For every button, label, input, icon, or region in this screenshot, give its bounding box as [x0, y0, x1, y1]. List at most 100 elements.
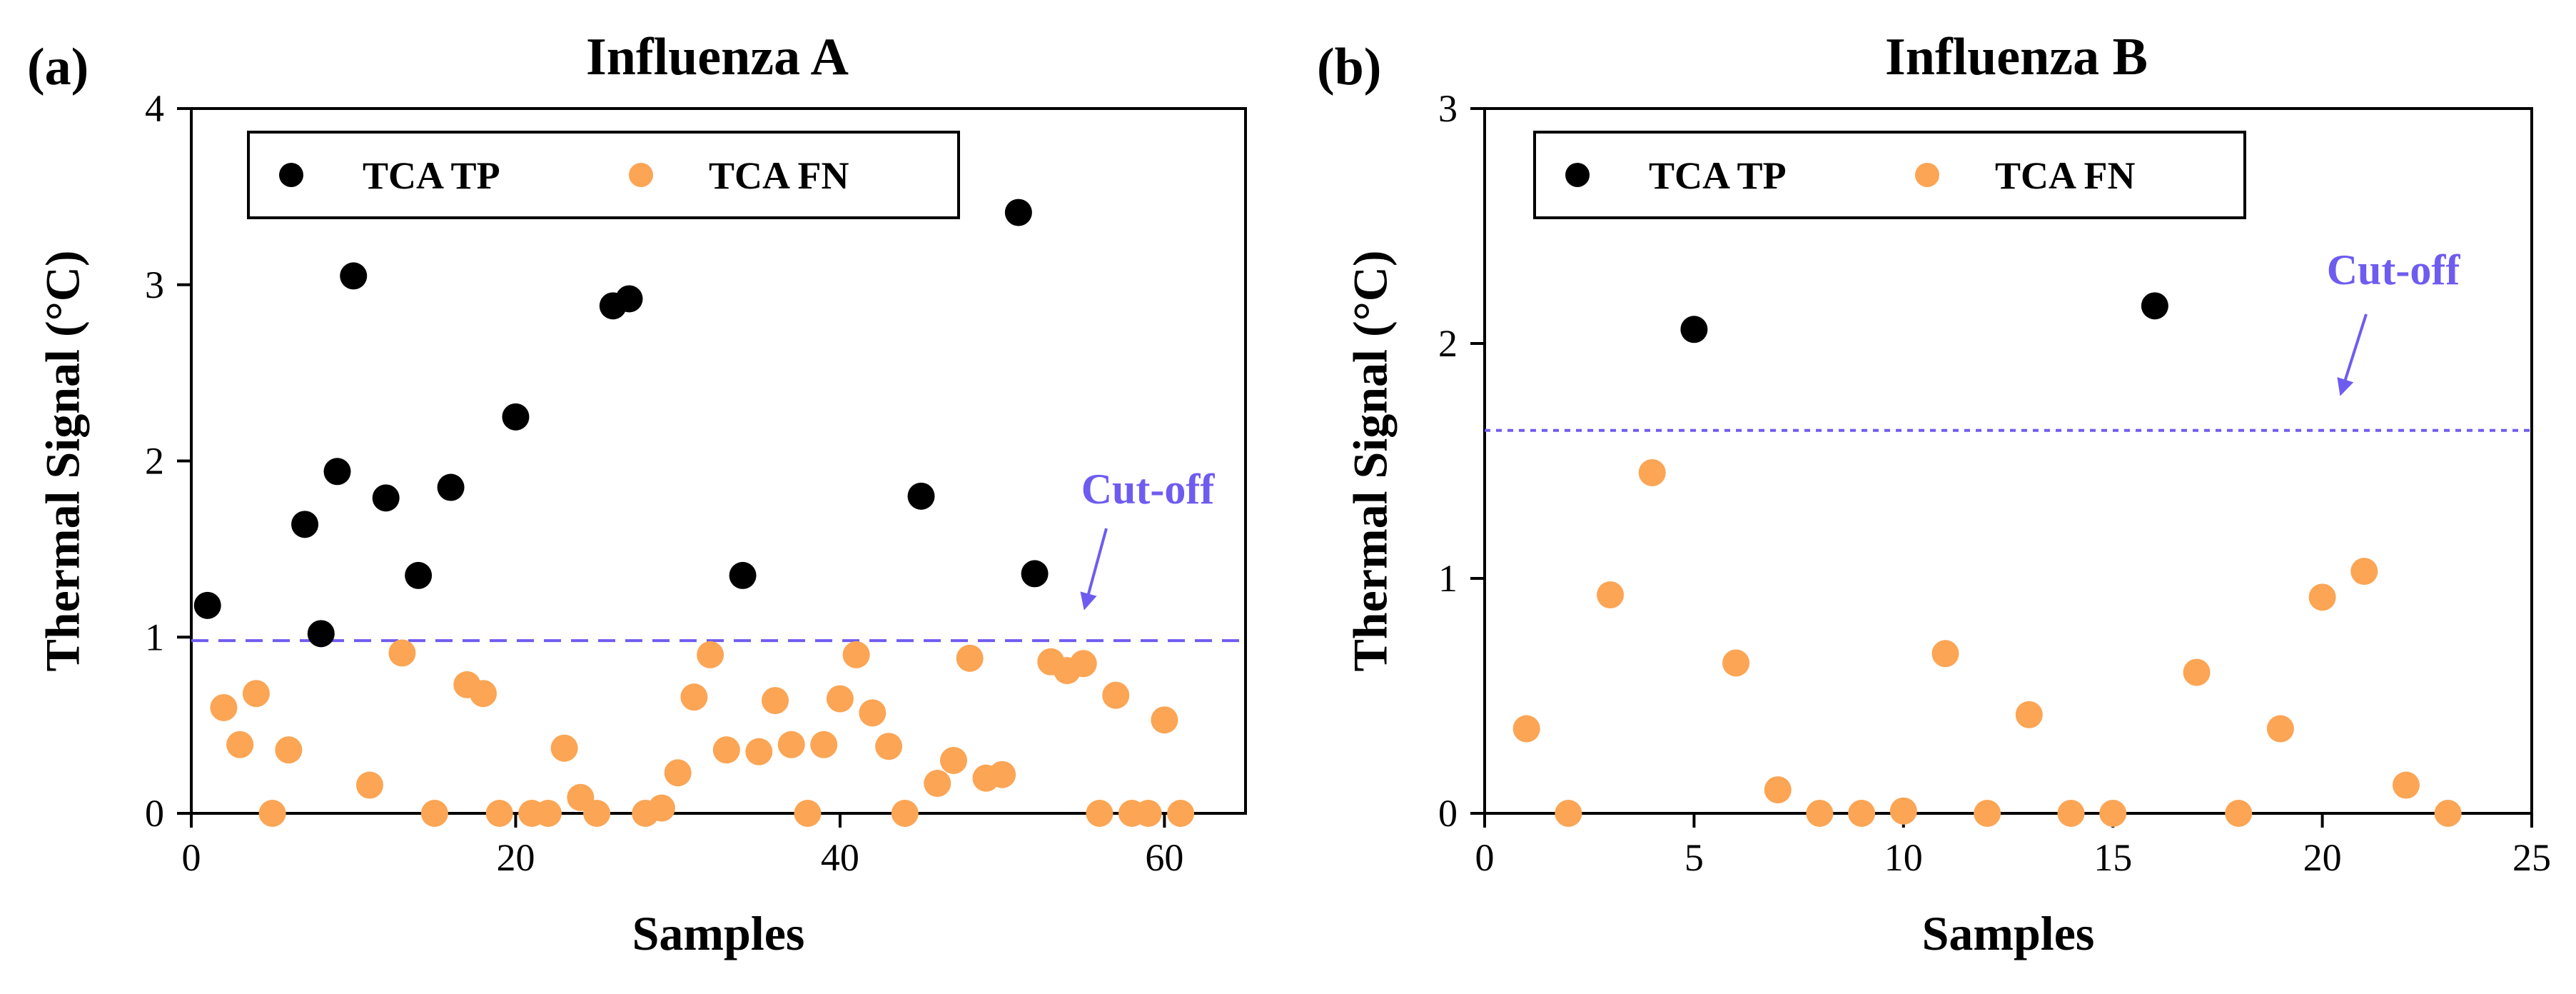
panel-b-fn-point: [1512, 715, 1540, 743]
panel-b-fn-point: [2434, 800, 2462, 827]
panel-a-tp-point: [1004, 199, 1032, 226]
panel-a-fn-point: [355, 771, 383, 799]
panel-b-fn-point: [2015, 701, 2043, 728]
panel-b-x-tick-label: 0: [1475, 836, 1495, 879]
panel-a-tp-point: [340, 262, 368, 290]
panel-a-x-tick-label: 20: [496, 836, 535, 879]
panel-a-tp-point: [502, 403, 530, 431]
panel-a-y-tick-label: 1: [145, 616, 164, 658]
panel-a-fn-point: [891, 800, 919, 827]
panel-b-fn-point: [2266, 715, 2294, 743]
panel-a-legend-label-tp: TCA TP: [363, 154, 500, 197]
panel-a-fn-point: [762, 687, 789, 715]
panel-a-fn-point: [550, 734, 578, 762]
panel-a-fn-point: [258, 800, 286, 827]
panel-b-y-tick-label: 2: [1438, 322, 1458, 365]
panel-b-fn-point: [2392, 771, 2420, 799]
panel-a-fn-point: [275, 736, 303, 764]
panel-a-fn-point: [794, 800, 822, 827]
panel-b-fn-point: [1848, 800, 1876, 827]
panel-b-fn-point: [1806, 800, 1834, 827]
panel-b-legend-box: [1533, 131, 2246, 219]
panel-a-tp-point: [907, 482, 935, 510]
panel-b-fn-point: [1974, 800, 2001, 827]
panel-b-fn-point: [2308, 583, 2336, 611]
panel-a-fn-point: [697, 641, 724, 668]
panel-a-fn-point: [956, 644, 984, 672]
panel-a-legend-box: [247, 131, 960, 219]
panel-b-x-tick-label: 10: [1884, 836, 1923, 879]
panel-b-fn-point: [2099, 800, 2127, 827]
panel-b-plot-frame: [1483, 107, 2533, 815]
panel-a-y-axis-label: Thermal Signal (°C): [36, 250, 90, 671]
panel-a-cutoff-arrow: [1080, 528, 1108, 611]
panel-b-tp-point: [2141, 292, 2168, 320]
panel-a-fn-point: [420, 800, 448, 827]
panel-b-legend-marker-fn: [1915, 163, 1939, 187]
panel-a-fn-point: [712, 736, 740, 764]
panel-a-fn-point: [989, 760, 1016, 788]
panel-a-fn-point: [777, 731, 805, 758]
panel-b-cutoff-annotation: Cut-off: [2327, 246, 2461, 293]
panel-a-tp-point: [1021, 560, 1049, 588]
panel-b-fn-point: [1931, 640, 1959, 668]
panel-b-y-axis-label: Thermal Signal (°C): [1343, 250, 1398, 671]
panel-a-x-axis-label: Samples: [632, 906, 805, 960]
panel-a-tp-point: [193, 591, 221, 619]
panel-b-fn-point: [1764, 776, 1792, 804]
panel-b-legend-label-fn: TCA FN: [1995, 154, 2136, 197]
panel-a-title: Influenza A: [586, 28, 849, 86]
panel-a-fn-point: [1134, 800, 1162, 827]
panel-a-fn-point: [1069, 650, 1097, 678]
panel-a-y-tick-label: 2: [145, 440, 164, 483]
panel-a-fn-point: [859, 699, 887, 727]
panel-a-fn-point: [1086, 800, 1113, 827]
panel-a-fn-point: [1102, 681, 1130, 709]
panel-a-y-tick-label: 0: [145, 792, 164, 835]
panel-a-legend-marker-fn: [629, 163, 653, 187]
panel-a-fn-point: [680, 683, 708, 711]
panel-a-y-tick-label: 3: [145, 263, 164, 306]
panel-a-fn-point: [745, 738, 773, 765]
panel-a-fn-point: [226, 731, 254, 758]
panel-a-tp-point: [323, 458, 351, 486]
panel-a-fn-point: [939, 746, 967, 774]
panel-a-fn-point: [210, 693, 238, 721]
panel-a-fn-point: [810, 731, 838, 758]
panel-a-fn-point: [583, 800, 611, 827]
panel-a-tp-point: [307, 620, 335, 648]
panel-a-fn-point: [534, 800, 562, 827]
panel-b-y-tick-label: 1: [1438, 557, 1458, 600]
panel-b-cutoff-arrow: [2337, 313, 2368, 396]
panel-b-fn-point: [1889, 797, 1917, 825]
panel-a-y-tick-label: 4: [145, 87, 164, 130]
panel-a-fn-point: [664, 759, 692, 787]
panel-b-fn-point: [1597, 581, 1625, 609]
panel-a-fn-point: [842, 641, 870, 668]
panel-b-label: (b): [1317, 38, 1381, 96]
panel-a-fn-point: [826, 685, 854, 713]
panel-a-fn-point: [388, 639, 416, 667]
panel-a-x-tick-label: 0: [182, 836, 201, 879]
panel-a-legend-marker-tp: [279, 163, 303, 187]
panel-b-fn-point: [1638, 458, 1666, 486]
panel-b-legend-label-tp: TCA TP: [1649, 154, 1787, 197]
panel-a-tp-point: [405, 561, 433, 589]
panel-a-legend-label-fn: TCA FN: [709, 154, 849, 197]
panel-b-fn-point: [2183, 658, 2211, 686]
panel-a-label: (a): [27, 38, 89, 96]
panel-b-x-tick-label: 20: [2303, 836, 2342, 879]
panel-a-fn-point: [1167, 800, 1195, 827]
panel-a-fn-point: [647, 794, 675, 822]
panel-a-fn-point: [1151, 706, 1178, 734]
panel-b-fn-point: [1555, 800, 1582, 827]
panel-a-tp-point: [437, 473, 465, 501]
panel-b-fn-point: [1722, 649, 1750, 677]
panel-b-title: Influenza B: [1885, 28, 2148, 86]
panel-b-x-tick-label: 15: [2093, 836, 2132, 879]
panel-b-y-tick-label: 3: [1438, 87, 1458, 130]
panel-a-tp-point: [372, 484, 400, 512]
panel-a-fn-point: [470, 680, 497, 708]
panel-a-fn-point: [924, 770, 951, 798]
